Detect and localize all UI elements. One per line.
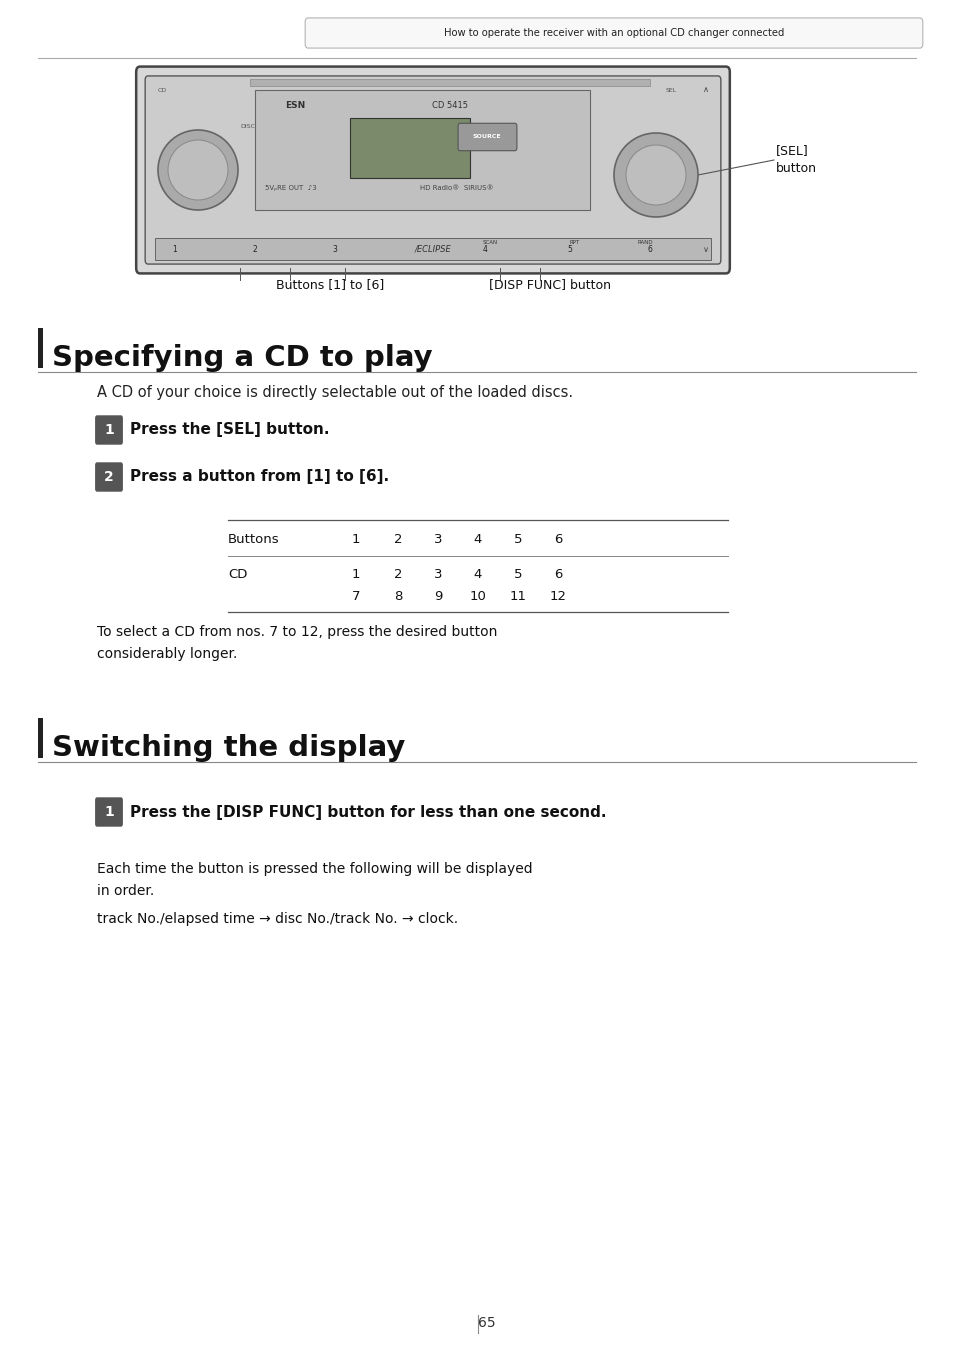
- FancyBboxPatch shape: [305, 18, 922, 47]
- Text: RPT: RPT: [569, 240, 579, 245]
- Text: Buttons [1] to [6]: Buttons [1] to [6]: [275, 279, 384, 291]
- Text: A CD of your choice is directly selectable out of the loaded discs.: A CD of your choice is directly selectab…: [97, 385, 573, 400]
- Ellipse shape: [168, 140, 228, 201]
- Text: SEL: SEL: [664, 88, 676, 92]
- Text: 5VₚRE OUT  ♪3: 5VₚRE OUT ♪3: [265, 184, 316, 191]
- Text: 4: 4: [474, 568, 481, 580]
- FancyBboxPatch shape: [95, 415, 123, 444]
- Text: CD: CD: [228, 568, 247, 580]
- Text: Buttons: Buttons: [228, 534, 279, 546]
- Text: 6: 6: [554, 568, 561, 580]
- Text: track No./elapsed time → disc No./track No. → clock.: track No./elapsed time → disc No./track …: [97, 912, 457, 925]
- Text: Press a button from [1] to [6].: Press a button from [1] to [6].: [130, 469, 389, 485]
- Bar: [38, 718, 43, 757]
- Text: 5: 5: [514, 568, 521, 580]
- Text: 11: 11: [509, 589, 526, 603]
- Text: 4: 4: [482, 244, 487, 253]
- Ellipse shape: [158, 130, 237, 210]
- FancyBboxPatch shape: [136, 66, 729, 274]
- Text: 2: 2: [394, 534, 402, 546]
- Text: 3: 3: [434, 568, 442, 580]
- Text: ESN: ESN: [285, 100, 305, 110]
- Text: 10: 10: [469, 589, 486, 603]
- Text: 6: 6: [554, 534, 561, 546]
- FancyBboxPatch shape: [457, 123, 517, 150]
- Text: RAND: RAND: [637, 240, 652, 245]
- Text: Each time the button is pressed the following will be displayed
in order.: Each time the button is pressed the foll…: [97, 862, 532, 898]
- Bar: [250, 79, 649, 85]
- Text: 6: 6: [647, 244, 652, 253]
- Text: ∨: ∨: [702, 245, 708, 255]
- Text: How to operate the receiver with an optional CD changer connected: How to operate the receiver with an opti…: [443, 28, 783, 38]
- FancyBboxPatch shape: [95, 462, 123, 492]
- Text: 2: 2: [253, 244, 257, 253]
- Text: 1: 1: [352, 568, 360, 580]
- Text: 12: 12: [549, 589, 566, 603]
- FancyBboxPatch shape: [95, 797, 123, 827]
- Text: Specifying a CD to play: Specifying a CD to play: [52, 344, 432, 373]
- Text: 1: 1: [352, 534, 360, 546]
- Text: 1: 1: [104, 805, 113, 818]
- Text: /ECLIPSE: /ECLIPSE: [415, 244, 451, 253]
- Text: 7: 7: [352, 589, 360, 603]
- FancyBboxPatch shape: [145, 76, 720, 264]
- Text: Press the [SEL] button.: Press the [SEL] button.: [130, 423, 329, 438]
- Text: [SEL]
button: [SEL] button: [775, 145, 816, 176]
- Text: To select a CD from nos. 7 to 12, press the desired button
considerably longer.: To select a CD from nos. 7 to 12, press …: [97, 625, 497, 661]
- Bar: [350, 118, 470, 178]
- Text: 65: 65: [477, 1316, 496, 1331]
- Text: 8: 8: [394, 589, 402, 603]
- Text: HD Radio®  SIRIUS®: HD Radio® SIRIUS®: [419, 186, 493, 191]
- Text: Press the [DISP FUNC] button for less than one second.: Press the [DISP FUNC] button for less th…: [130, 805, 606, 820]
- Text: 3: 3: [434, 534, 442, 546]
- Text: 2: 2: [104, 470, 113, 484]
- Text: Switching the display: Switching the display: [52, 734, 405, 762]
- Text: [DISP FUNC] button: [DISP FUNC] button: [489, 279, 610, 291]
- Text: CD 5415: CD 5415: [432, 100, 468, 110]
- Ellipse shape: [625, 145, 685, 205]
- Text: 3: 3: [333, 244, 337, 253]
- Text: SCAN: SCAN: [482, 240, 497, 245]
- Text: ∧: ∧: [702, 85, 708, 95]
- Text: 9: 9: [434, 589, 442, 603]
- Text: 1: 1: [172, 244, 177, 253]
- Text: 5: 5: [567, 244, 572, 253]
- Text: 1: 1: [104, 423, 113, 438]
- Ellipse shape: [614, 133, 698, 217]
- Text: CD: CD: [157, 88, 167, 92]
- Text: 5: 5: [514, 534, 521, 546]
- Text: DISC: DISC: [240, 125, 255, 130]
- Bar: [254, 89, 589, 210]
- Text: 2: 2: [394, 568, 402, 580]
- Bar: [154, 238, 710, 260]
- Text: 4: 4: [474, 534, 481, 546]
- Bar: [38, 328, 43, 369]
- Text: SOURCE: SOURCE: [472, 134, 500, 140]
